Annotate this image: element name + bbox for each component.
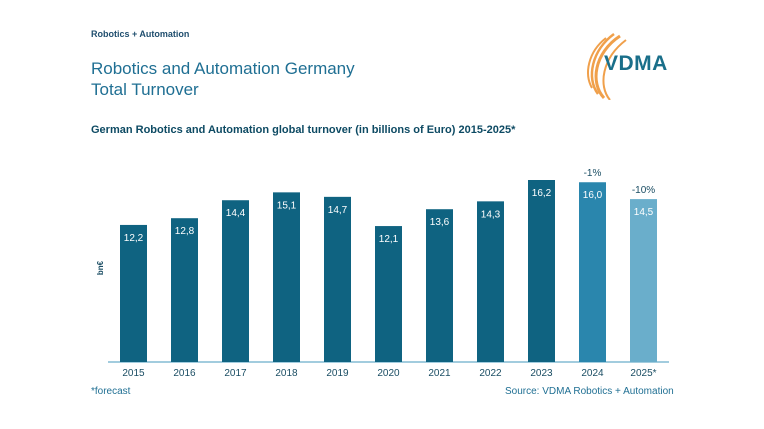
x-tick-label: 2021 (428, 368, 451, 379)
x-tick-label: 2018 (275, 368, 298, 379)
bar-value-label: 12,2 (124, 233, 144, 244)
bar-value-label: 13,6 (430, 217, 450, 228)
logo-text: VDMA (604, 52, 668, 75)
bar-value-label: 14,5 (634, 207, 654, 218)
bar-value-label: 14,4 (226, 208, 246, 219)
bar-2019 (324, 196, 351, 362)
title-line-2: Total Turnover (91, 80, 199, 99)
bar-2020 (375, 226, 402, 362)
bar-2016 (171, 218, 198, 362)
bar-2025 (630, 199, 657, 362)
page-title: Robotics and Automation Germany Total Tu… (91, 58, 355, 100)
bar-2017 (222, 200, 249, 362)
x-tick-label: 2016 (173, 368, 196, 379)
section-label: Robotics + Automation (91, 29, 190, 39)
x-tick-label: 2022 (479, 368, 502, 379)
bar-2021 (426, 209, 453, 362)
source-note: Source: VDMA Robotics + Automation (505, 386, 674, 397)
bar-2015 (120, 224, 147, 362)
x-tick-label: 2017 (224, 368, 247, 379)
x-tick-label: 2020 (377, 368, 400, 379)
change-annotation: -10% (632, 185, 655, 196)
x-tick-label: 2024 (581, 368, 604, 379)
title-line-1: Robotics and Automation Germany (91, 59, 355, 78)
y-axis-label: bn€ (96, 260, 105, 275)
bar-value-label: 14,3 (481, 209, 501, 220)
bar-value-label: 14,7 (328, 205, 348, 216)
footnote: *forecast (91, 386, 131, 397)
bar-2022 (477, 201, 504, 362)
bar-value-label: 16,0 (583, 190, 603, 201)
bar-value-label: 12,8 (175, 226, 195, 237)
bar-2024 (579, 182, 606, 362)
x-tick-label: 2023 (530, 368, 553, 379)
bar-2018 (273, 192, 300, 362)
x-tick-label: 2019 (326, 368, 349, 379)
x-tick-label: 2025* (630, 368, 656, 379)
x-tick-label: 2015 (122, 368, 145, 379)
change-annotation: -1% (584, 168, 602, 179)
vdma-logo (587, 32, 627, 100)
bar-2023 (528, 180, 555, 362)
chart-title: German Robotics and Automation global tu… (91, 124, 516, 136)
bar-value-label: 12,1 (379, 234, 399, 245)
bar-value-label: 16,2 (532, 188, 552, 199)
bar-value-label: 15,1 (277, 200, 297, 211)
